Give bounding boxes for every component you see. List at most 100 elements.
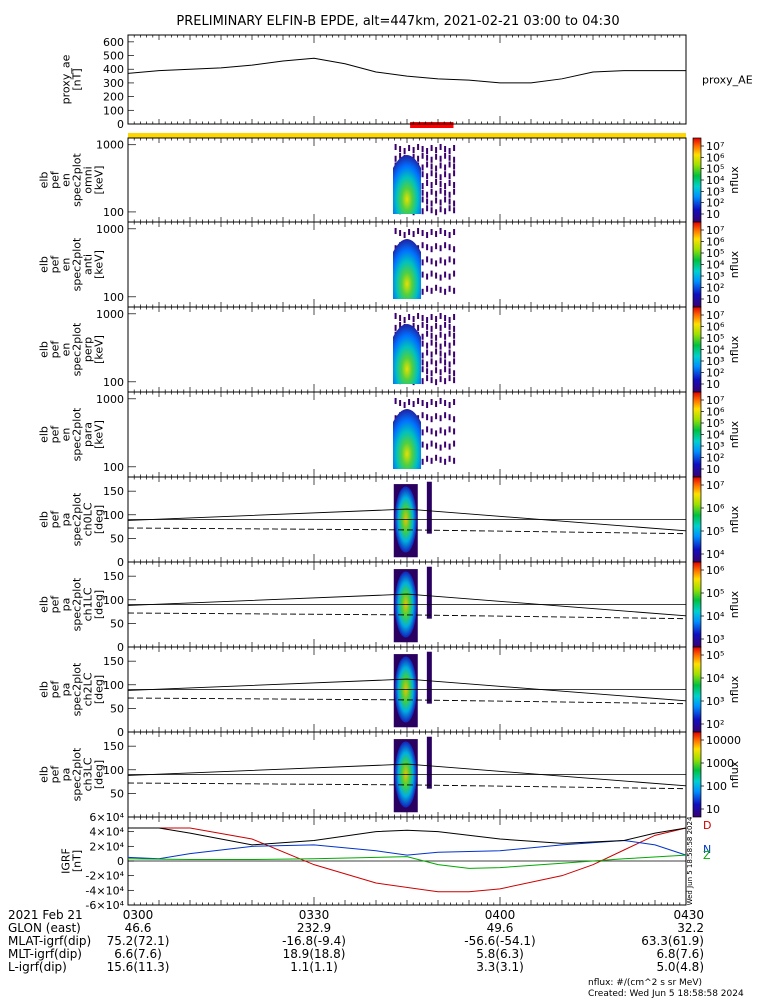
y-axis-label-line: pef — [49, 340, 62, 359]
spectrogram-speck — [448, 368, 451, 375]
colorbar-tick-label: 10² — [706, 452, 724, 465]
panel-spectrogram-perp: elbpefenspec2plotperp[keV]10010001010²10… — [38, 306, 741, 393]
ephemeris-time: 0330 — [299, 908, 330, 922]
colorbar-tick-label: 10⁷ — [706, 394, 724, 407]
y-tick-label: -2×10⁴ — [85, 870, 124, 883]
spectrogram-speck — [430, 229, 433, 235]
colorbar-tick-label: 10⁴ — [706, 548, 725, 561]
spectrogram-speck — [435, 360, 438, 367]
side-stamp: Wed Jun 5 18:58:58 2024 — [686, 816, 694, 905]
y-tick-label: 50 — [110, 617, 124, 630]
ephemeris-mlat: -56.6(-54.1) — [464, 934, 535, 948]
y-axis-label-line: spec2plot — [71, 662, 84, 716]
spectrogram-speck — [444, 333, 447, 340]
spectrogram-speck — [448, 342, 451, 349]
y-axis-label-line: para — [82, 422, 95, 447]
spectrogram-speck — [435, 179, 438, 185]
y-tick-label: 1000 — [96, 393, 124, 406]
spectrogram-speck — [439, 245, 442, 252]
spectrogram-speck — [408, 145, 411, 151]
spectrogram-speck — [435, 147, 438, 153]
spectrogram-speck — [448, 273, 451, 280]
spectrogram-speck — [435, 272, 438, 279]
spectrogram-speck — [444, 412, 447, 419]
spectrogram-speck — [421, 146, 424, 152]
colorbar-tick-label: 10⁶ — [706, 564, 725, 577]
spectrogram-speck — [412, 153, 415, 160]
colorbar-tick-label: 10⁵ — [706, 332, 724, 345]
spectrogram-speck — [421, 171, 424, 178]
colorbar-tick-label: 10³ — [706, 440, 724, 453]
spectrogram-speck — [394, 155, 397, 162]
spectrogram-speck — [444, 164, 447, 171]
spectrogram-flux — [393, 155, 421, 214]
ephemeris-glon: 46.6 — [125, 921, 152, 935]
ephemeris-l: 5.0(4.8) — [656, 960, 704, 974]
spectrogram-speck — [444, 189, 447, 196]
anti-loss-cone-line — [127, 612, 687, 620]
spectrogram-speck — [453, 370, 456, 377]
ephemeris-l: 3.3(3.1) — [476, 960, 524, 974]
spectrogram-speck — [426, 232, 429, 238]
spectrogram-speck — [439, 369, 442, 376]
spectrogram-speck — [439, 274, 442, 281]
spectrogram-speck — [439, 350, 442, 357]
y-tick-label: 600 — [103, 36, 124, 49]
spectrogram-speck — [453, 377, 456, 384]
colorbar-label: nflux — [728, 760, 741, 788]
y-axis-label-line: spec2plot — [71, 407, 84, 461]
spectrogram-speck — [439, 257, 442, 264]
y-axis-label-line: IGRF — [60, 848, 73, 874]
colorbar-tick-label: 10⁷ — [706, 309, 724, 322]
spectrogram-speck — [430, 457, 433, 464]
spectrogram-speck — [453, 325, 456, 332]
y-tick-label: 100 — [103, 764, 124, 777]
legend-D: D — [703, 819, 711, 832]
y-tick-label: 100 — [103, 206, 124, 219]
spectrogram-speck — [448, 414, 451, 421]
y-axis-label-line: [keV] — [93, 166, 106, 195]
spectrogram-speck — [448, 154, 451, 161]
spectrogram-speck — [430, 399, 433, 405]
y-axis-label-line: pef — [49, 170, 62, 189]
spectrogram-speck — [448, 244, 451, 251]
spectrogram-flux — [393, 239, 421, 299]
spectrogram-speck — [444, 321, 447, 328]
spectrogram-speck — [430, 332, 433, 339]
y-axis-label-line: en — [60, 258, 73, 272]
spectrogram-speck — [448, 361, 451, 368]
spectrogram-speck — [435, 367, 438, 374]
spectrogram-speck — [439, 199, 442, 206]
spectrogram-speck — [430, 163, 433, 170]
spectrogram-speck — [394, 144, 397, 150]
spectrogram-speck — [421, 208, 424, 215]
panel-spectrogram-para: elbpefenspec2plotpara[keV]10010001010²10… — [38, 391, 741, 478]
plot-title: PRELIMINARY ELFIN-B EPDE, alt=447km, 202… — [176, 14, 619, 29]
series-line-N — [127, 839, 687, 860]
spectrogram-speck — [444, 340, 447, 347]
spectrogram-speck — [426, 154, 429, 161]
loss-cone-line — [127, 678, 687, 702]
spectrogram-speck — [448, 323, 451, 330]
spectrogram-speck — [430, 428, 433, 435]
y-tick-label: 0 — [117, 855, 124, 868]
spectrogram-speck — [430, 339, 433, 346]
anti-loss-cone-line — [127, 527, 687, 535]
spectrogram-speck — [453, 332, 456, 339]
footer-unit: nflux: #/(cm^2 s sr MeV) — [588, 978, 702, 988]
y-axis-label-line: [nT] — [71, 850, 84, 872]
spectrogram-speck — [439, 313, 442, 319]
spectrogram-speck — [453, 200, 456, 207]
spectrogram-speck — [430, 270, 433, 277]
y-tick-label: 400 — [103, 63, 124, 76]
spectrogram-speck — [394, 324, 397, 331]
colorbar-tick-label: 10⁶ — [706, 502, 725, 515]
spectrogram-speck — [394, 398, 397, 404]
spectrogram-speck — [435, 322, 438, 329]
spectrogram-speck — [421, 315, 424, 321]
spectrogram-speck — [435, 243, 438, 250]
series-line-B — [128, 827, 687, 846]
